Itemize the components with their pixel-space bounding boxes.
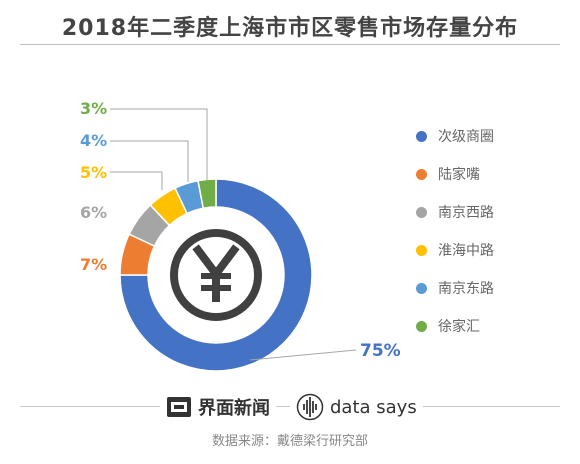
legend-label: 次级商圈	[438, 129, 494, 145]
waveform-logo-icon	[296, 393, 324, 421]
legend-item-6: 徐家汇	[416, 316, 566, 336]
data-label-6: 3%	[80, 99, 107, 118]
leader-line-6	[110, 108, 208, 180]
legend-swatch	[416, 244, 427, 256]
yuan-icon	[170, 229, 262, 321]
legend-swatch	[416, 130, 427, 142]
legend-swatch	[416, 206, 427, 218]
legend-label: 南京西路	[438, 205, 494, 221]
brand-jiemian-text: 界面新闻	[198, 398, 270, 419]
data-label-2: 7%	[80, 255, 107, 274]
brand-datasays-text: data says	[330, 396, 417, 418]
data-source: 数据来源：戴德梁行研究部	[211, 434, 368, 449]
data-label-1: 75%	[360, 341, 401, 361]
data-label-3: 6%	[80, 203, 107, 222]
legend-item-2: 陆家嘴	[416, 164, 566, 184]
donut-chart: 75% 7% 6% 5% 4% 3%	[80, 99, 401, 372]
legend-label: 徐家汇	[438, 319, 480, 335]
title-divider	[20, 44, 560, 45]
donut-slice-1	[119, 178, 313, 372]
legend-item-5: 南京东路	[416, 278, 566, 298]
data-label-4: 5%	[80, 163, 107, 182]
leader-line-5	[110, 140, 189, 182]
brand-datasays: data says	[290, 392, 423, 422]
legend-item-4: 淮海中路	[416, 240, 566, 260]
chart-title: 2018年二季度上海市市区零售市场存量分布	[61, 16, 519, 41]
legend: 次级商圈陆家嘴南京西路淮海中路南京东路徐家汇	[416, 126, 566, 354]
donut-slice-6	[197, 178, 217, 210]
brand-jiemian: 界面新闻	[160, 392, 276, 422]
legend-swatch	[416, 320, 427, 332]
legend-label: 南京东路	[438, 281, 494, 297]
leader-line-1	[249, 349, 357, 361]
data-label-5: 4%	[80, 131, 107, 150]
legend-label: 淮海中路	[438, 243, 494, 259]
legend-swatch	[416, 282, 427, 294]
legend-item-1: 次级商圈	[416, 126, 566, 146]
jiemian-logo-icon	[167, 397, 191, 417]
legend-label: 陆家嘴	[438, 167, 480, 183]
legend-item-3: 南京西路	[416, 202, 566, 222]
leader-line-4	[110, 171, 163, 190]
legend-swatch	[416, 168, 427, 180]
